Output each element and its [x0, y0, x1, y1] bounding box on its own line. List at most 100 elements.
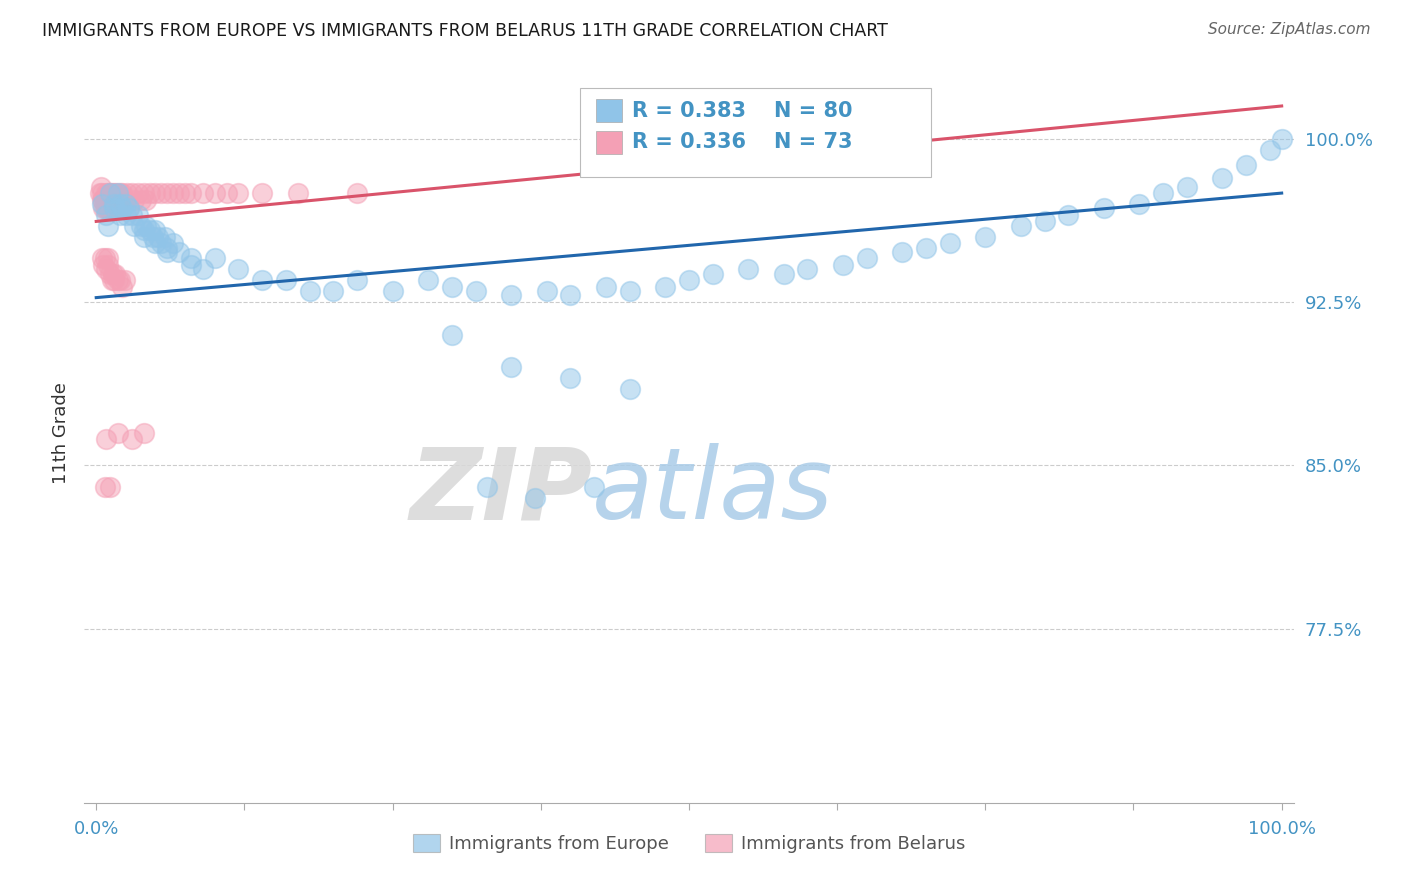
Text: R = 0.336: R = 0.336	[633, 132, 747, 153]
Point	[938, 236, 960, 251]
Point	[191, 262, 214, 277]
Point	[94, 202, 117, 216]
Point	[105, 186, 128, 200]
Point	[180, 252, 202, 266]
Point	[107, 186, 129, 200]
Point	[93, 252, 115, 266]
Point	[974, 229, 997, 244]
Point	[97, 193, 120, 207]
Point	[174, 186, 197, 200]
Point	[619, 284, 641, 298]
Point	[150, 186, 173, 200]
Point	[915, 240, 938, 254]
Point	[346, 273, 368, 287]
Point	[135, 193, 157, 207]
Point	[100, 273, 122, 287]
Point	[702, 267, 724, 281]
Point	[100, 186, 122, 200]
Point	[97, 219, 120, 233]
Point	[100, 193, 122, 207]
Point	[91, 258, 114, 272]
Point	[1234, 158, 1257, 172]
Point	[103, 197, 125, 211]
FancyBboxPatch shape	[581, 88, 931, 178]
Point	[132, 223, 155, 237]
Point	[107, 273, 129, 287]
Point	[104, 267, 127, 281]
Point	[129, 193, 152, 207]
Point	[180, 186, 202, 200]
Point	[90, 179, 112, 194]
Point	[103, 273, 125, 287]
Point	[108, 273, 131, 287]
Point	[274, 273, 297, 287]
Point	[115, 208, 138, 222]
Text: 100.0%: 100.0%	[1247, 821, 1316, 838]
Point	[501, 360, 523, 375]
Point	[93, 202, 115, 216]
Point	[536, 284, 558, 298]
Point	[107, 193, 129, 207]
Point	[162, 236, 184, 251]
Point	[1211, 170, 1233, 185]
Point	[153, 229, 176, 244]
Point	[346, 186, 368, 200]
Point	[100, 267, 122, 281]
Point	[150, 236, 173, 251]
Point	[97, 258, 120, 272]
Point	[91, 197, 114, 211]
Point	[146, 229, 169, 244]
Point	[737, 262, 759, 277]
Point	[167, 186, 190, 200]
Text: N = 73: N = 73	[773, 132, 852, 153]
Point	[103, 193, 125, 207]
Point	[1258, 143, 1281, 157]
Point	[381, 284, 404, 298]
Point	[145, 223, 167, 237]
Point	[228, 262, 250, 277]
Point	[464, 284, 486, 298]
Point	[121, 208, 143, 222]
Point	[298, 284, 321, 298]
Point	[138, 223, 160, 237]
Point	[832, 258, 855, 272]
Point	[138, 186, 160, 200]
Y-axis label: 11th Grade: 11th Grade	[52, 382, 70, 483]
Point	[93, 480, 115, 494]
Text: atlas: atlas	[592, 443, 834, 541]
Text: N = 80: N = 80	[773, 101, 852, 120]
Point	[94, 208, 117, 222]
Point	[1175, 179, 1198, 194]
Text: 0.0%: 0.0%	[73, 821, 120, 838]
Text: ZIP: ZIP	[409, 443, 592, 541]
Point	[101, 202, 124, 216]
Text: IMMIGRANTS FROM EUROPE VS IMMIGRANTS FROM BELARUS 11TH GRADE CORRELATION CHART: IMMIGRANTS FROM EUROPE VS IMMIGRANTS FRO…	[42, 22, 889, 40]
Point	[94, 186, 117, 200]
Point	[250, 186, 273, 200]
Point	[501, 288, 523, 302]
Point	[127, 186, 149, 200]
Point	[107, 202, 129, 216]
Point	[156, 240, 179, 254]
Point	[91, 202, 114, 216]
Point	[127, 208, 149, 222]
Point	[97, 252, 120, 266]
Point	[108, 197, 131, 211]
Point	[167, 244, 190, 259]
Text: R = 0.383: R = 0.383	[633, 101, 747, 120]
Point	[122, 193, 145, 207]
Point	[91, 186, 114, 200]
Point	[156, 244, 179, 259]
Point	[111, 186, 134, 200]
Point	[100, 186, 122, 200]
Point	[191, 186, 214, 200]
Point	[891, 244, 914, 259]
Bar	[596, 99, 623, 122]
Point	[114, 273, 136, 287]
Point	[560, 371, 582, 385]
Point	[287, 186, 309, 200]
Point	[96, 202, 118, 216]
Point	[156, 186, 179, 200]
Point	[132, 229, 155, 244]
Point	[678, 273, 700, 287]
